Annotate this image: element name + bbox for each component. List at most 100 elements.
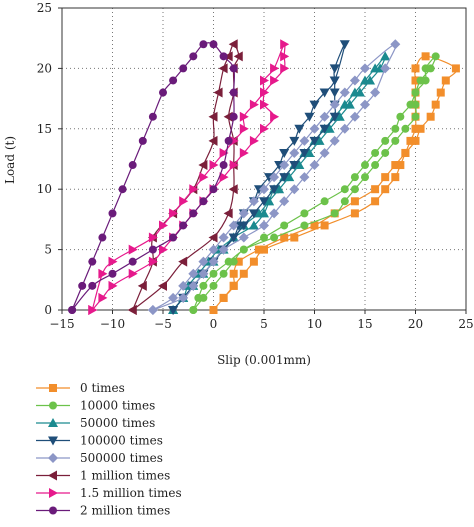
data-point bbox=[199, 40, 208, 49]
legend-marker bbox=[48, 470, 57, 481]
data-point bbox=[78, 281, 87, 290]
data-point bbox=[179, 221, 188, 230]
data-point bbox=[309, 100, 320, 110]
data-point bbox=[233, 51, 243, 62]
axes-layer: −15 −10 −5 0 5 10 15 20 25 0 5 10 15 20 25 bbox=[37, 1, 474, 331]
data-point bbox=[128, 161, 137, 170]
data-point bbox=[329, 112, 340, 122]
data-point bbox=[169, 208, 179, 219]
series-line bbox=[192, 55, 437, 311]
data-point bbox=[411, 88, 420, 97]
data-point bbox=[279, 148, 290, 158]
data-point bbox=[224, 257, 233, 266]
data-point bbox=[294, 160, 305, 170]
data-point bbox=[310, 221, 319, 230]
data-point bbox=[138, 136, 147, 145]
data-point bbox=[320, 221, 329, 230]
data-point bbox=[254, 245, 263, 254]
data-point bbox=[178, 256, 188, 267]
data-point bbox=[451, 64, 460, 73]
data-point bbox=[401, 148, 410, 157]
data-point bbox=[179, 64, 188, 73]
data-point bbox=[279, 160, 290, 171]
data-point bbox=[350, 197, 359, 206]
data-point bbox=[238, 208, 249, 219]
data-point bbox=[239, 111, 249, 122]
data-point bbox=[209, 185, 218, 194]
data-point bbox=[198, 268, 209, 279]
data-point bbox=[299, 172, 310, 183]
data-point bbox=[309, 123, 320, 134]
y-tick-label: 0 bbox=[44, 303, 52, 317]
data-point bbox=[239, 269, 248, 278]
data-point bbox=[249, 257, 258, 266]
legend-label: 50000 times bbox=[80, 416, 155, 430]
legend-marker bbox=[48, 453, 58, 463]
legend-marker bbox=[49, 401, 57, 410]
data-point bbox=[148, 112, 157, 121]
data-point bbox=[304, 112, 315, 122]
legend: 0 times 10000 times 50000 times 100000 time… bbox=[36, 381, 182, 518]
data-point bbox=[209, 281, 218, 290]
data-point bbox=[380, 51, 391, 61]
data-point bbox=[194, 293, 203, 302]
data-point bbox=[223, 51, 233, 62]
data-point bbox=[431, 100, 440, 109]
series-layer bbox=[68, 39, 460, 315]
data-point bbox=[127, 305, 137, 315]
data-point bbox=[299, 148, 310, 158]
data-point bbox=[238, 232, 249, 243]
data-point bbox=[344, 99, 355, 109]
data-point bbox=[280, 51, 290, 62]
data-point bbox=[219, 269, 228, 278]
series-line bbox=[71, 42, 236, 311]
x-tick-label: 10 bbox=[307, 317, 322, 331]
data-point bbox=[128, 257, 137, 266]
data-point bbox=[228, 220, 239, 231]
data-point bbox=[381, 148, 390, 157]
data-point bbox=[411, 124, 420, 133]
data-point bbox=[371, 148, 380, 157]
legend-label: 500000 times bbox=[80, 451, 163, 465]
data-point bbox=[270, 63, 280, 74]
data-point bbox=[223, 208, 233, 219]
data-point bbox=[88, 305, 98, 315]
data-point bbox=[189, 184, 199, 195]
legend-item: 50000 times bbox=[36, 416, 155, 430]
data-point bbox=[219, 161, 228, 170]
data-point bbox=[228, 233, 239, 243]
data-point bbox=[421, 52, 430, 61]
data-point bbox=[260, 99, 269, 110]
data-point bbox=[218, 63, 228, 74]
y-tick-label: 15 bbox=[37, 122, 52, 136]
data-point bbox=[354, 87, 365, 97]
data-point bbox=[309, 136, 320, 146]
data-point bbox=[289, 161, 300, 171]
data-point bbox=[159, 220, 168, 231]
data-point bbox=[299, 135, 310, 146]
data-point bbox=[370, 87, 381, 98]
data-point bbox=[188, 280, 199, 291]
data-point bbox=[108, 269, 117, 278]
data-point bbox=[248, 196, 259, 207]
data-point bbox=[280, 233, 289, 242]
data-point bbox=[391, 161, 400, 170]
data-point bbox=[391, 173, 400, 182]
data-point bbox=[294, 124, 305, 134]
data-point bbox=[239, 123, 249, 134]
data-point bbox=[350, 209, 359, 218]
data-point bbox=[270, 75, 280, 86]
data-point bbox=[280, 63, 290, 74]
data-point bbox=[270, 111, 280, 122]
data-point bbox=[208, 244, 219, 255]
data-point bbox=[289, 147, 300, 158]
data-point bbox=[219, 52, 228, 61]
data-point bbox=[319, 88, 330, 98]
data-point bbox=[88, 257, 97, 266]
data-point bbox=[334, 111, 345, 121]
data-point bbox=[189, 209, 198, 218]
data-point bbox=[239, 245, 248, 254]
data-point bbox=[289, 184, 300, 195]
data-point bbox=[319, 111, 330, 122]
